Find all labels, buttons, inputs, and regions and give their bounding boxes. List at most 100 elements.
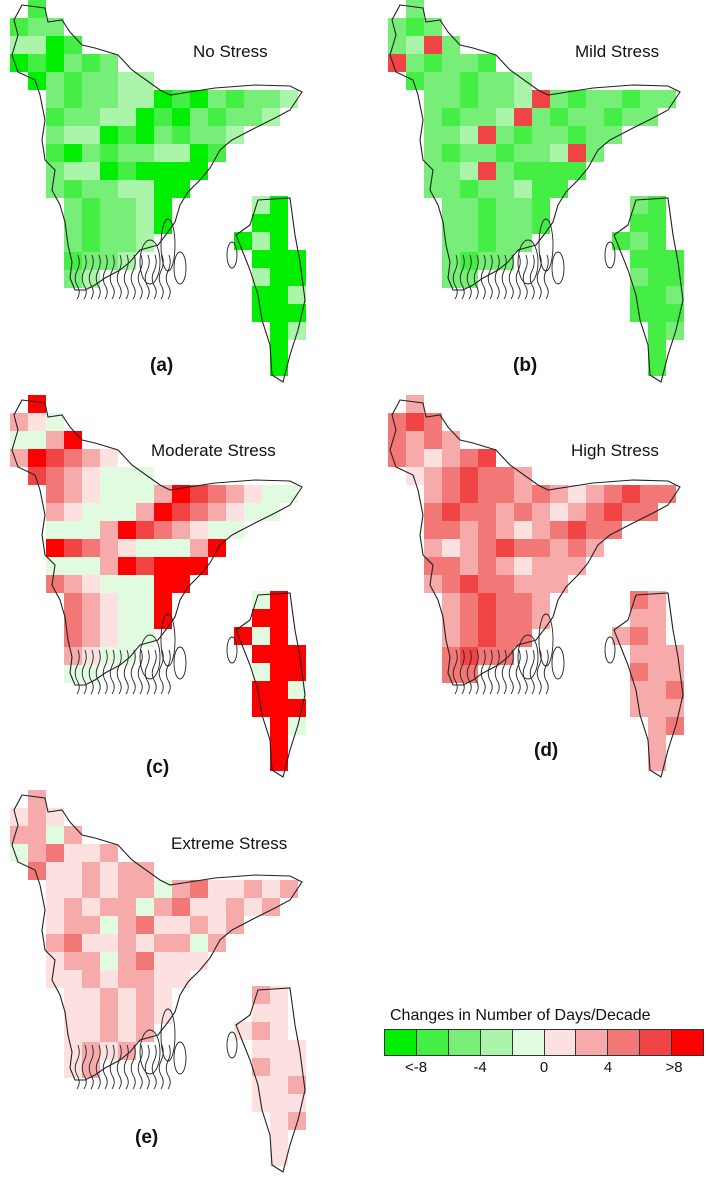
grid-cell: [666, 681, 684, 699]
grid-cell: [478, 180, 496, 198]
grid-cell: [136, 108, 154, 126]
grid-cell: [244, 485, 262, 503]
map-panel-d: High Stress (d): [378, 395, 706, 778]
grid-cell: [270, 1058, 288, 1076]
grid-cell: [154, 126, 172, 144]
grid-cell: [568, 539, 586, 557]
grid-cell: [190, 880, 208, 898]
grid-cell: [226, 108, 244, 126]
grid-cell: [28, 449, 46, 467]
grid-cell: [46, 970, 64, 988]
grid-cell: [612, 627, 630, 645]
grid-cell: [136, 126, 154, 144]
grid-cell: [82, 1024, 100, 1042]
grid-cell: [586, 503, 604, 521]
grid-cell: [666, 699, 684, 717]
map-e: [10, 790, 306, 1173]
delta-coastline: [74, 1008, 238, 1090]
grid-cell: [208, 108, 226, 126]
grid-cell: [172, 898, 190, 916]
grid-cell: [460, 467, 478, 485]
grid-cell: [478, 108, 496, 126]
grid-cell: [252, 1022, 270, 1040]
grid-cell: [28, 826, 46, 844]
grid-cell: [154, 988, 172, 1006]
grid-cell: [514, 90, 532, 108]
grid-cell: [64, 665, 82, 683]
legend-swatch: [576, 1030, 609, 1055]
grid-cell: [82, 108, 100, 126]
grid-cell: [252, 663, 270, 681]
grid-cell: [648, 322, 666, 340]
grid-cell: [100, 72, 118, 90]
grid-cell: [280, 880, 298, 898]
grid-cell: [550, 575, 568, 593]
grid-cell: [64, 431, 82, 449]
grid-cell: [252, 627, 270, 645]
grid-cell: [604, 126, 622, 144]
grid-cell: [190, 503, 208, 521]
grid-cell: [460, 144, 478, 162]
grid-cell: [118, 521, 136, 539]
grid-cell: [136, 593, 154, 611]
grid-cell: [118, 198, 136, 216]
grid-cell: [288, 250, 306, 268]
grid-cell: [234, 232, 252, 250]
grid-cell: [28, 431, 46, 449]
grid-cell: [154, 90, 172, 108]
grid-cell: [118, 180, 136, 198]
grid-cell: [82, 988, 100, 1006]
grid-cell: [460, 503, 478, 521]
grid-cell: [514, 485, 532, 503]
grid-cell: [496, 503, 514, 521]
country-border: [613, 592, 684, 778]
grid-cell: [46, 108, 64, 126]
grid-cell: [658, 90, 676, 108]
grid-cell: [514, 503, 532, 521]
grid-cell: [46, 826, 64, 844]
grid-cell: [100, 862, 118, 880]
grid-cell: [136, 90, 154, 108]
grid-cell: [46, 413, 64, 431]
panel-label-e: (e): [135, 1127, 159, 1148]
grid-cell: [630, 627, 648, 645]
grid-cell: [64, 198, 82, 216]
grid-cell: [442, 611, 460, 629]
grid-cell: [118, 1006, 136, 1024]
grid-cell: [118, 108, 136, 126]
panel-title-a: No Stress: [193, 42, 268, 61]
grid-cell: [648, 214, 666, 232]
grid-cell: [154, 108, 172, 126]
legend-swatch: [640, 1030, 673, 1055]
country-border: [11, 794, 303, 1081]
grid-cell: [270, 232, 288, 250]
grid-cell: [478, 198, 496, 216]
grid-cell: [136, 162, 154, 180]
grid-cell: [460, 665, 478, 683]
grid-cell: [406, 413, 424, 431]
grid-cell: [64, 162, 82, 180]
grid-cell: [64, 1006, 82, 1024]
grid-cell: [46, 144, 64, 162]
grid-cell: [648, 681, 666, 699]
grid-cell: [154, 180, 172, 198]
grid-cell: [28, 467, 46, 485]
grid-cell: [82, 144, 100, 162]
grid-cell: [460, 72, 478, 90]
grid-cell: [28, 18, 46, 36]
grid-cell: [270, 1040, 288, 1058]
grid-cell: [154, 880, 172, 898]
grid-cell: [190, 144, 208, 162]
grid-cell: [442, 216, 460, 234]
grid-cell: [424, 413, 442, 431]
grid-cells: [388, 0, 684, 376]
grid-cell: [514, 108, 532, 126]
grid-cell: [118, 880, 136, 898]
grid-cell: [478, 449, 496, 467]
grid-cell: [244, 90, 262, 108]
grid-cell: [100, 180, 118, 198]
legend-swatch: [544, 1030, 577, 1055]
grid-cell: [100, 539, 118, 557]
grid-cell: [208, 503, 226, 521]
grid-cell: [666, 717, 684, 735]
